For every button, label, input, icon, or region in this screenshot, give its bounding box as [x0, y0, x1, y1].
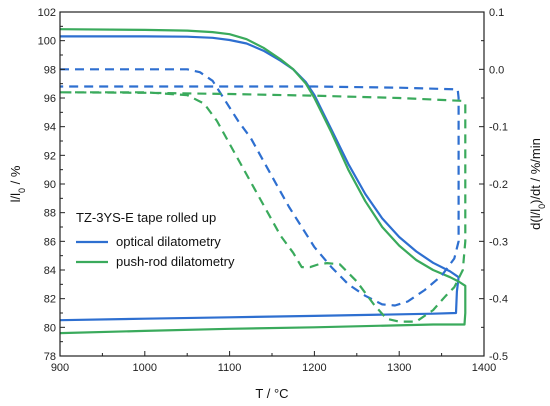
y-left-tick-label: 90 [44, 179, 56, 191]
x-tick-label: 900 [51, 362, 69, 374]
x-axis-ticks: 900 1000 1100 1200 1300 1400 [51, 351, 496, 374]
x-tick-label: 1300 [387, 362, 411, 374]
y-left-tick-label: 92 [44, 150, 56, 162]
y-right-tick-label: 0.1 [489, 7, 504, 19]
x-tick-label: 1200 [302, 362, 326, 374]
x-axis-title: T / °C [255, 386, 288, 401]
y-left-tick-label: 88 [44, 208, 56, 220]
y-left-axis-title: l/l0 / % [8, 165, 27, 202]
series-line-0 [59, 35, 460, 322]
x-tick-label: 1100 [218, 362, 242, 374]
y-left-title-main: l/l [8, 193, 23, 203]
y-left-tick-label: 82 [44, 294, 56, 306]
y-left-axis-ticks: 78 80 82 84 86 88 90 92 94 96 98 100 102 [38, 7, 65, 363]
legend-label-optical: optical dilatometry [116, 234, 221, 249]
x-tick-label: 1000 [133, 362, 157, 374]
y-right-axis-ticks: -0.5 -0.4 -0.3 -0.2 -0.1 0.0 0.1 [479, 7, 508, 363]
y-left-tick-label: 100 [38, 36, 56, 48]
y-left-tick-label: 78 [44, 351, 56, 363]
y-right-tick-label: -0.5 [489, 351, 508, 363]
y-left-tick-label: 84 [44, 265, 56, 277]
y-left-tick-label: 80 [44, 322, 56, 334]
x-tick-label: 1400 [472, 362, 496, 374]
y-right-title-sub: 0 [537, 204, 547, 209]
plot-frame [59, 11, 485, 357]
y-right-tick-label: 0.0 [489, 64, 504, 76]
y-right-tick-label: -0.1 [489, 122, 508, 134]
y-right-tick-label: -0.3 [489, 236, 508, 248]
y-right-title-pre: d(l/l [528, 209, 543, 230]
series-line-3 [59, 91, 467, 323]
y-left-tick-label: 98 [44, 64, 56, 76]
y-left-tick-label: 94 [44, 122, 56, 134]
y-left-tick-label: 86 [44, 236, 56, 248]
y-left-title-unit: / % [8, 165, 23, 188]
y-left-tick-label: 96 [44, 93, 56, 105]
y-right-tick-label: -0.4 [489, 294, 508, 306]
y-right-tick-label: -0.2 [489, 179, 508, 191]
y-right-axis-title: d(l/l0)/dt / %/min [528, 138, 547, 230]
legend: TZ-3YS-E tape rolled up optical dilatome… [76, 210, 235, 269]
series-line-1 [59, 28, 467, 335]
y-right-title-post: )/dt / %/min [528, 138, 543, 204]
y-left-tick-label: 102 [38, 7, 56, 19]
legend-label-push-rod: push-rod dilatometry [116, 254, 235, 269]
plot-content [59, 28, 467, 335]
y-left-title-sub: 0 [17, 188, 27, 193]
series-line-2 [60, 68, 460, 307]
legend-title: TZ-3YS-E tape rolled up [76, 210, 216, 225]
